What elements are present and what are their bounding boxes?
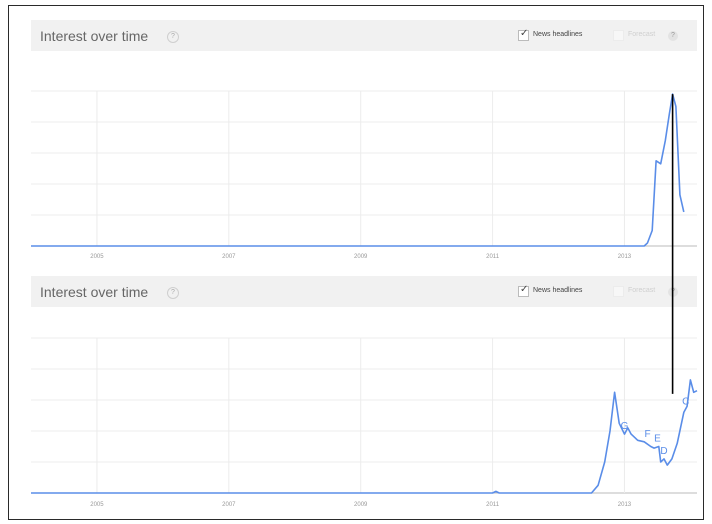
- x-tick-label: 2011: [486, 502, 500, 508]
- forecast-chevron-icon[interactable]: ?: [668, 31, 678, 41]
- forecast-chevron-icon[interactable]: ?: [668, 287, 678, 297]
- panel-header: Interest over time ? ✓ News headlines Fo…: [31, 276, 697, 307]
- interest-chart-2: 2005 2007 2009 2011 2013 G F ED C: [31, 337, 698, 508]
- forecast-checkbox[interactable]: [613, 286, 624, 297]
- news-headlines-checkbox[interactable]: ✓: [518, 28, 529, 41]
- news-annotation-label[interactable]: E: [654, 434, 661, 445]
- x-tick-label: 2005: [90, 502, 104, 508]
- forecast-label: Forecast: [628, 31, 656, 38]
- screenshot-frame: Interest over time ? ✓ News headlines Fo…: [8, 5, 704, 520]
- news-headlines-checkbox[interactable]: ✓: [518, 284, 529, 297]
- x-tick-label: 2005: [90, 254, 104, 260]
- interest-over-time-panel-1: Interest over time ? ✓ News headlines Fo…: [31, 20, 697, 264]
- panel-title: Interest over time: [40, 28, 149, 44]
- news-annotation-label[interactable]: C: [682, 396, 689, 407]
- panel-header: Interest over time ? ✓ News headlines Fo…: [31, 20, 697, 51]
- x-tick-label: 2013: [618, 502, 632, 508]
- news-annotation-label[interactable]: G: [621, 421, 629, 432]
- x-tick-label: 2011: [486, 254, 500, 260]
- x-tick-label: 2007: [222, 254, 236, 260]
- interest-over-time-panel-2: Interest over time ? ✓ News headlines Fo…: [31, 276, 698, 511]
- forecast-checkbox[interactable]: [613, 30, 624, 41]
- news-annotation-label[interactable]: D: [660, 446, 667, 457]
- news-headlines-label: News headlines: [533, 287, 583, 294]
- x-tick-label: 2013: [618, 254, 632, 260]
- series-line: [31, 93, 685, 247]
- help-icon[interactable]: ?: [167, 287, 179, 299]
- news-headlines-label: News headlines: [533, 31, 583, 38]
- help-icon[interactable]: ?: [167, 31, 179, 43]
- x-tick-label: 2009: [354, 502, 368, 508]
- series-line: [31, 379, 698, 494]
- x-tick-label: 2009: [354, 254, 368, 260]
- x-tick-label: 2007: [222, 502, 236, 508]
- checkmark-icon: ✓: [520, 284, 529, 295]
- forecast-label: Forecast: [628, 287, 656, 294]
- interest-chart-1: 2005 2007 2009 2011 2013: [31, 90, 697, 260]
- checkmark-icon: ✓: [520, 28, 529, 39]
- news-annotation-label[interactable]: F: [644, 429, 650, 440]
- panel-title: Interest over time: [40, 284, 149, 300]
